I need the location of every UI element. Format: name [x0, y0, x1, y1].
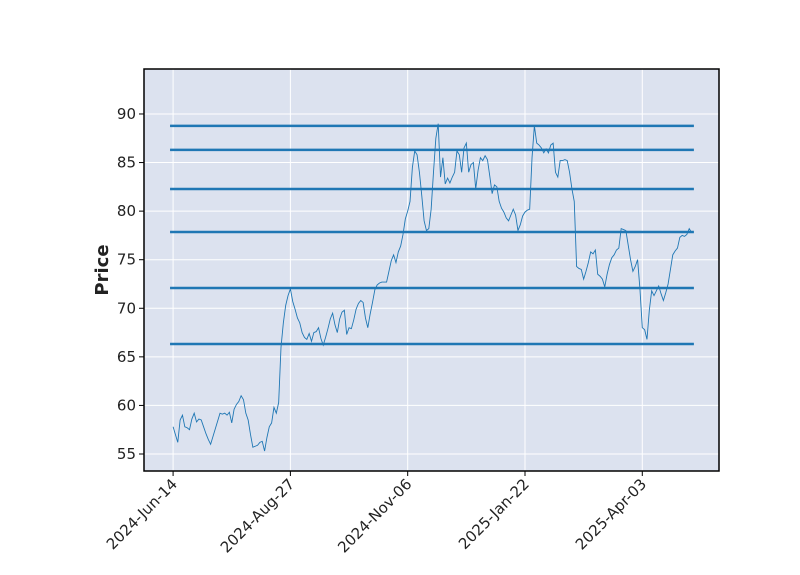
x-tick-label: 2025-Apr-03	[572, 475, 650, 553]
y-axis-label: Price	[92, 244, 113, 295]
y-tick-label: 70	[117, 299, 136, 317]
y-tick-label: 90	[117, 105, 136, 123]
price-line	[172, 123, 692, 452]
y-tick-label: 60	[117, 396, 136, 414]
x-tick-label: 2025-Jan-22	[455, 475, 533, 553]
y-tick-label: 85	[117, 154, 136, 172]
plot-frame	[143, 68, 720, 472]
y-tick-label: 75	[117, 251, 136, 269]
x-tick-label: 2024-Aug-27	[217, 475, 298, 556]
y-tick-label: 55	[117, 445, 136, 463]
x-tick-label: 2024-Jun-14	[103, 475, 181, 553]
x-tick-label: 2024-Nov-06	[334, 475, 415, 556]
y-tick-label: 80	[117, 202, 136, 220]
plot-background	[144, 69, 719, 471]
y-tick-label: 65	[117, 348, 136, 366]
